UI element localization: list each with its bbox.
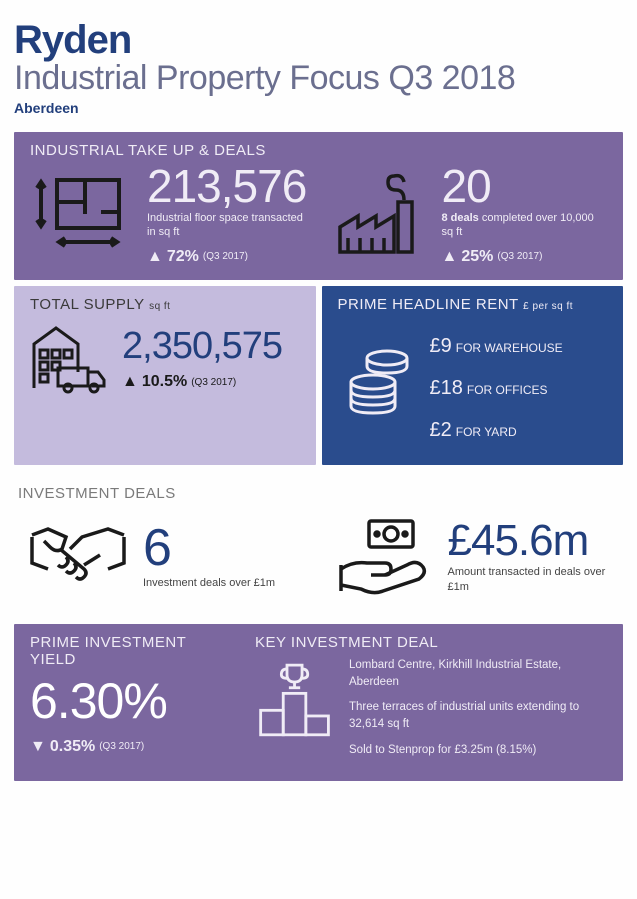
rent-item: £18FOR OFFICES (430, 367, 563, 409)
down-arrow-icon: ▼ (30, 738, 46, 756)
up-arrow-icon: ▲ (122, 373, 138, 391)
investment-title: INVESTMENT DEALS (18, 485, 623, 502)
page-title: Industrial Property Focus Q3 2018 (14, 59, 623, 98)
yield-value: 6.30% (30, 672, 223, 730)
floorspace-value: 213,576 (147, 163, 313, 209)
factory-icon (325, 169, 430, 259)
supply-value: 2,350,575 (122, 327, 300, 365)
inv-amount-desc: Amount transacted in deals over £1m (448, 565, 612, 594)
brand-logo: Ryden (14, 18, 623, 63)
handshake-icon (26, 512, 131, 602)
yield-keydeal-panel: PRIME INVESTMENT YIELD 6.30% ▼ 0.35% (Q3… (14, 624, 623, 781)
inv-deals-desc: Investment deals over £1m (143, 576, 307, 590)
deals-desc: 8 deals completed over 10,000 sq ft (442, 211, 608, 240)
floorspace-desc: Industrial floor space transacted in sq … (147, 211, 313, 240)
takeup-title: INDUSTRIAL TAKE UP & DEALS (30, 142, 607, 159)
floorspace-delta: ▲ 72% (Q3 2017) (147, 248, 313, 266)
inv-deals-value: 6 (143, 522, 307, 574)
podium-trophy-icon (255, 657, 335, 742)
warehouse-truck-icon (30, 317, 110, 402)
rent-title: PRIME HEADLINE RENT £ per sq ft (338, 296, 608, 313)
up-arrow-icon: ▲ (147, 248, 163, 266)
investment-panel: 6 Investment deals over £1m £45.6m Amoun… (14, 506, 623, 608)
keydeal-title: KEY INVESTMENT DEAL (255, 634, 607, 651)
money-hand-icon (331, 512, 436, 602)
rent-item: £9FOR WAREHOUSE (430, 325, 563, 367)
rent-item: £2FOR YARD (430, 409, 563, 451)
takeup-panel: INDUSTRIAL TAKE UP & DEALS 213,576 (14, 132, 623, 280)
floorplan-icon (30, 169, 135, 259)
yield-title: PRIME INVESTMENT YIELD (30, 634, 223, 668)
coins-icon (338, 341, 418, 426)
supply-panel: TOTAL SUPPLY sq ft (14, 286, 316, 465)
rent-panel: PRIME HEADLINE RENT £ per sq ft £9FOR WA… (322, 286, 624, 465)
inv-amount-value: £45.6m (448, 519, 612, 563)
keydeal-text: Lombard Centre, Kirkhill Industrial Esta… (349, 657, 607, 767)
page-subtitle: Aberdeen (14, 100, 623, 116)
deals-delta: ▲ 25% (Q3 2017) (442, 248, 608, 266)
supply-delta: ▲ 10.5% (Q3 2017) (122, 373, 300, 391)
supply-title: TOTAL SUPPLY sq ft (30, 296, 300, 313)
deals-value: 20 (442, 163, 608, 209)
rent-list: £9FOR WAREHOUSE £18FOR OFFICES £2FOR YAR… (430, 325, 563, 451)
up-arrow-icon: ▲ (442, 248, 458, 266)
yield-delta: ▼ 0.35% (Q3 2017) (30, 738, 223, 756)
